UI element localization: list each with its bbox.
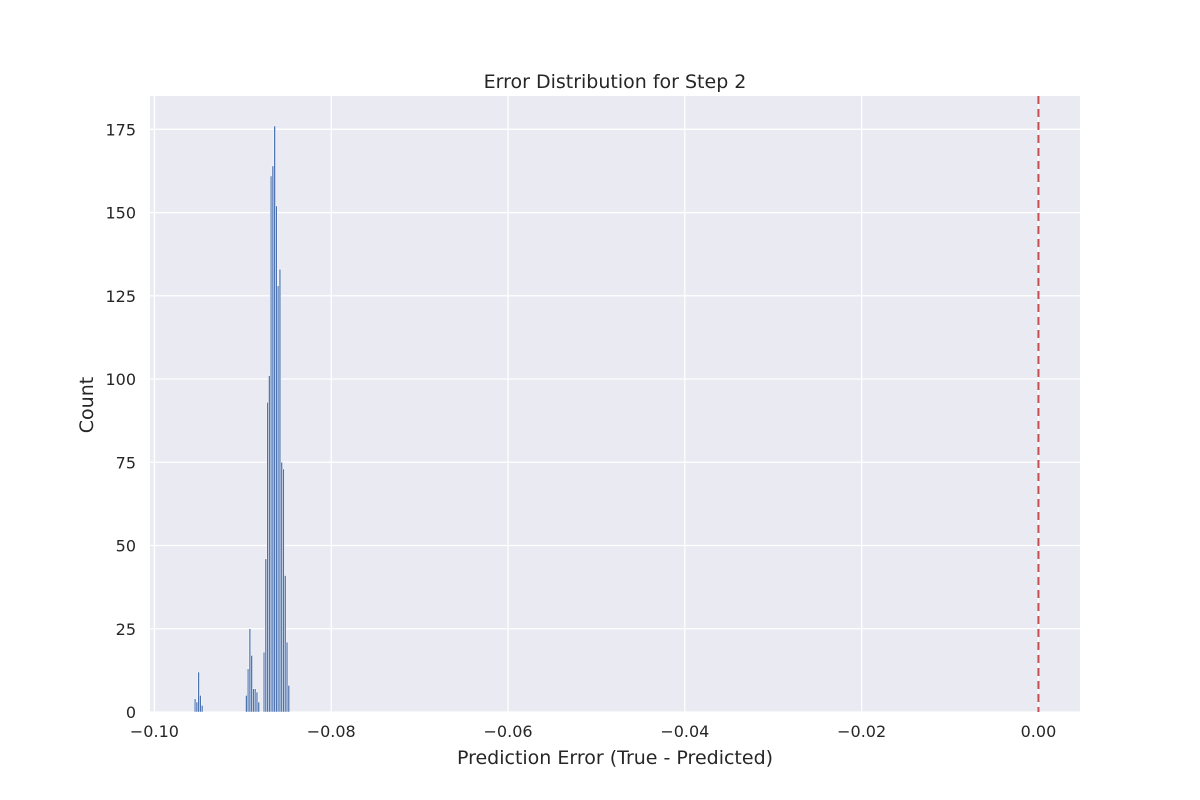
histogram-bar: [245, 695, 248, 713]
histogram-bar: [269, 175, 273, 713]
chart-title: Error Distribution for Step 2: [484, 71, 747, 93]
histogram-bar: [277, 285, 280, 713]
histogram-bar: [278, 268, 282, 713]
y-tick-label: 175: [105, 120, 136, 139]
x-tick-label: −0.10: [130, 722, 179, 741]
histogram-bar: [250, 655, 253, 713]
plot-area: [150, 96, 1080, 712]
x-tick-label: −0.06: [484, 722, 533, 741]
grid-lines: [150, 96, 1080, 713]
histogram-bar: [284, 575, 287, 713]
histogram-bar: [195, 701, 198, 713]
histogram-bar: [254, 688, 257, 713]
histogram-bar: [264, 558, 267, 713]
x-tick-label: 0.00: [1021, 722, 1057, 741]
y-tick-label: 0: [126, 703, 136, 722]
x-tick-label: −0.08: [307, 722, 356, 741]
histogram-bar: [275, 205, 278, 713]
y-axis-ticks: 0 25 50 75 100 125 150 175: [105, 120, 136, 722]
histogram-bar: [252, 688, 255, 713]
histogram-bar: [197, 671, 200, 713]
histogram-bar: [248, 628, 252, 713]
histogram-bar: [257, 701, 260, 713]
y-axis-label: Count: [76, 377, 98, 433]
x-tick-label: −0.04: [660, 722, 709, 741]
histogram-bar: [287, 685, 290, 713]
histogram-bar: [193, 698, 197, 713]
y-tick-label: 75: [116, 453, 136, 472]
y-tick-label: 25: [116, 620, 136, 639]
histogram-bar: [255, 691, 259, 713]
histogram-bar: [271, 165, 275, 713]
y-tick-label: 150: [105, 204, 136, 223]
y-tick-label: 100: [105, 370, 136, 389]
histogram-bar: [285, 641, 289, 713]
histogram-bar: [280, 462, 283, 713]
histogram-bar: [273, 125, 276, 713]
histogram-bar: [201, 705, 204, 713]
y-tick-label: 125: [105, 287, 136, 306]
x-tick-label: −0.02: [837, 722, 886, 741]
histogram-bars: [193, 125, 290, 713]
histogram-bar: [282, 468, 285, 713]
histogram-bar: [266, 402, 269, 713]
x-axis-label: Prediction Error (True - Predicted): [457, 747, 773, 769]
histogram-bar: [268, 375, 271, 713]
x-axis-ticks: −0.10 −0.08 −0.06 −0.04 −0.02 0.00: [130, 722, 1056, 741]
histogram-bar: [199, 695, 202, 713]
histogram-bar: [246, 668, 250, 713]
y-tick-label: 50: [116, 537, 136, 556]
histogram-bar: [262, 651, 266, 713]
